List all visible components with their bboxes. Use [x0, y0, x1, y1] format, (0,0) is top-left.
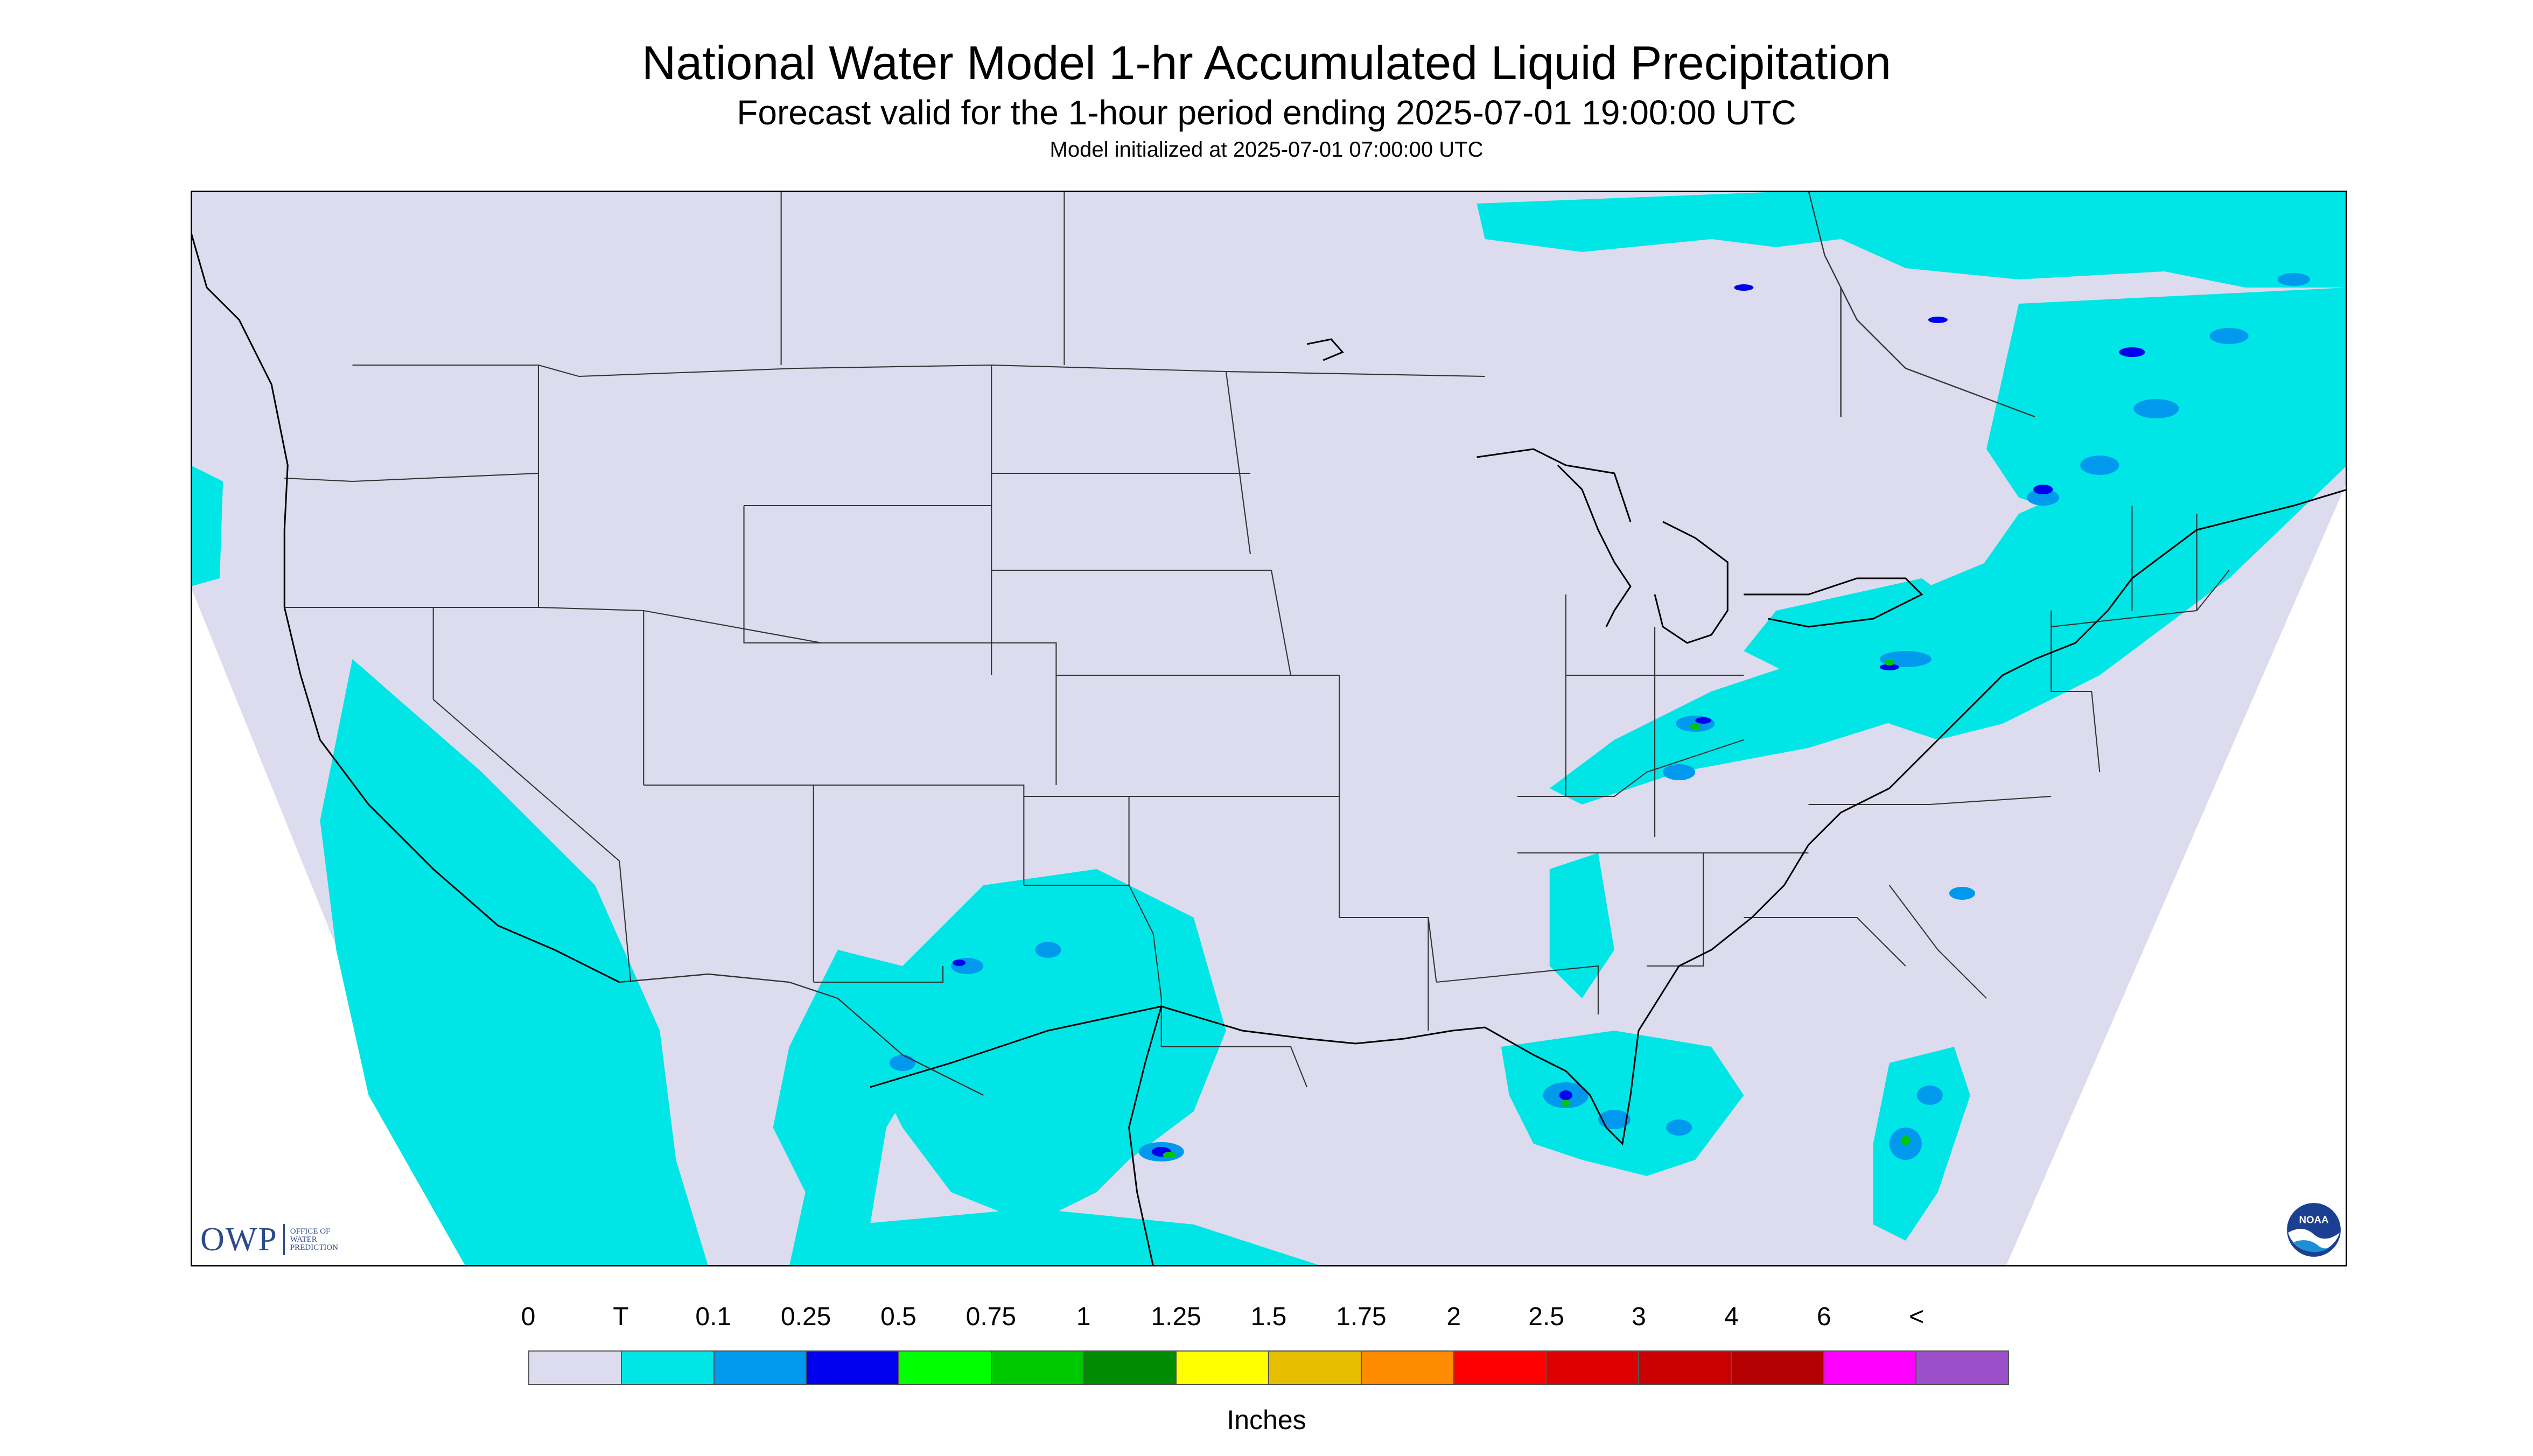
legend-swatch: [1547, 1352, 1639, 1384]
legend-swatch: [1639, 1352, 1732, 1384]
legend-label: 2.5: [1528, 1303, 1564, 1331]
owp-logo-abbrev: OWP: [200, 1221, 278, 1258]
legend-label: 0.25: [780, 1303, 831, 1331]
legend-label: 4: [1724, 1303, 1739, 1331]
legend-swatch: [1916, 1352, 2008, 1384]
international-borders: [619, 191, 2035, 1096]
legend-colorbar: [528, 1350, 2009, 1385]
noaa-logo: NOAA: [2287, 1203, 2341, 1257]
legend-label: 1.75: [1336, 1303, 1387, 1331]
model-init-caption: Model initialized at 2025-07-01 07:00:00…: [1049, 138, 1484, 162]
legend-label: 0.5: [880, 1303, 916, 1331]
legend-swatch: [621, 1352, 715, 1384]
legend-label: 1.25: [1151, 1303, 1201, 1331]
coastlines: [191, 230, 2347, 1266]
legend-swatch: [1731, 1352, 1824, 1384]
legend-label: 6: [1816, 1303, 1831, 1331]
legend-swatch: [1269, 1352, 1362, 1384]
legend-label: 0.1: [695, 1303, 732, 1331]
legend-label: 0.75: [965, 1303, 1017, 1331]
owp-logo: OWP OFFICE OF WATER PREDICTION: [200, 1221, 338, 1258]
legend-swatch: [1177, 1352, 1269, 1384]
legend-swatch: [1084, 1352, 1177, 1384]
legend-units: Inches: [1227, 1405, 1306, 1435]
forecast-valid-subtitle: Forecast valid for the 1-hour period end…: [737, 93, 1796, 132]
map-title: National Water Model 1-hr Accumulated Li…: [641, 36, 1892, 89]
legend-label: 2: [1446, 1303, 1461, 1331]
owp-logo-text: OFFICE OF WATER PREDICTION: [290, 1227, 338, 1252]
legend-swatch: [1454, 1352, 1547, 1384]
svg-text:NOAA: NOAA: [2299, 1214, 2329, 1226]
precipitation-map: [191, 191, 2347, 1266]
out-of-domain-right: [2006, 481, 2347, 1266]
legend-label: 1: [1076, 1303, 1091, 1331]
legend-swatch: [529, 1352, 622, 1384]
legend-swatch: [1361, 1352, 1454, 1384]
owp-logo-divider: [283, 1224, 285, 1255]
legend-swatch: [807, 1352, 899, 1384]
legend-label: 3: [1632, 1303, 1646, 1331]
precip-0-1-areas: [889, 273, 2310, 1161]
legend-label: 1.5: [1250, 1303, 1287, 1331]
precip-trace-areas: [191, 191, 2347, 1266]
map-border: [191, 191, 2347, 1266]
legend-swatch: [991, 1352, 1084, 1384]
legend-label: T: [613, 1303, 629, 1331]
legend-swatch: [1824, 1352, 1917, 1384]
state-boundaries: [284, 191, 2230, 1088]
precip-0-25-areas: [953, 284, 2145, 1157]
legend-label: 0: [521, 1303, 536, 1331]
legend-labels: 0 T 0.1 0.25 0.5 0.75 1 1.25 1.5 1.75 2 2.5 3 4 6 <: [0, 1302, 2533, 1340]
legend-swatch: [714, 1352, 807, 1384]
legend-label: <: [1909, 1303, 1925, 1331]
precip-0-5-cores: [1163, 659, 1911, 1158]
legend-swatch: [899, 1352, 992, 1384]
